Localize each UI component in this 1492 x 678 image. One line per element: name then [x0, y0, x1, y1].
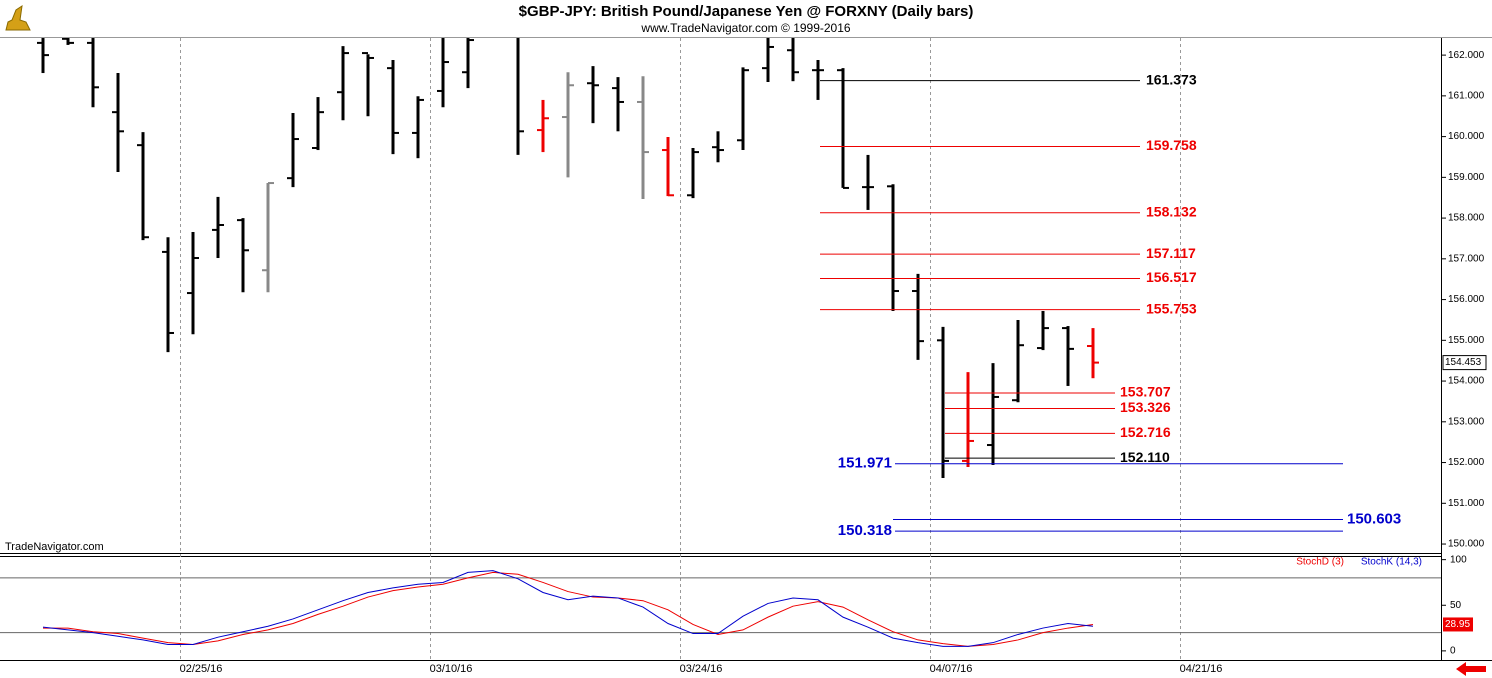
y-tick-label: 50: [1450, 600, 1462, 611]
price-plot: [37, 38, 1099, 479]
y-tick-label: 160.000: [1448, 131, 1485, 142]
y-tick-label: 159.000: [1448, 172, 1485, 183]
level-label: 158.132: [1146, 203, 1197, 219]
level-label: 152.110: [1120, 449, 1170, 465]
y-tick-label: 153.000: [1448, 416, 1485, 427]
y-tick-label: 152.000: [1448, 457, 1485, 468]
chart-title: $GBP-JPY: British Pound/Japanese Yen @ F…: [519, 3, 974, 20]
level-label: 155.753: [1146, 300, 1197, 316]
stoch-line: [43, 571, 1094, 647]
level-label: 152.716: [1120, 424, 1171, 440]
x-tick-label: 03/10/16: [430, 663, 473, 675]
value-tag-label: 28.95: [1445, 619, 1470, 630]
stoch-line: [42, 570, 1094, 647]
x-tick-label: 02/25/16: [180, 663, 223, 675]
x-tick-label: 03/24/16: [680, 663, 723, 675]
x-tick-label: 04/21/16: [1180, 663, 1223, 675]
legend-entry: StochK (14,3): [1361, 557, 1422, 568]
y-tick-label: 0: [1450, 646, 1456, 657]
level-label: 159.758: [1146, 137, 1197, 153]
level-label: 153.707: [1120, 384, 1171, 400]
y-tick-label: 156.000: [1448, 294, 1485, 305]
y-tick-label: 157.000: [1448, 253, 1485, 264]
value-tag: [1443, 617, 1473, 632]
chart-subtitle: www.TradeNavigator.com © 1999-2016: [640, 21, 850, 35]
x-tick-label: 04/07/16: [930, 663, 973, 675]
level-label: 153.326: [1120, 399, 1171, 415]
y-tick-label: 154.000: [1448, 376, 1485, 387]
scroll-arrow[interactable]: [1456, 662, 1486, 676]
level-label: 150.318: [838, 522, 892, 539]
y-tick-label: 161.000: [1448, 90, 1485, 101]
y-tick-label: 162.000: [1448, 50, 1485, 61]
y-tick-label: 151.000: [1448, 498, 1485, 509]
level-label: 161.373: [1146, 71, 1197, 87]
price-tag-label: 154.453: [1445, 357, 1482, 368]
level-label: 150.603: [1347, 510, 1401, 527]
level-label: 157.117: [1146, 245, 1196, 261]
y-tick-label: 155.000: [1448, 335, 1485, 346]
level-label: 156.517: [1146, 269, 1197, 285]
y-tick-label: 150.000: [1448, 539, 1485, 550]
level-label: 151.971: [838, 455, 892, 472]
watermark: TradeNavigator.com: [5, 541, 104, 553]
y-tick-label: 100: [1450, 554, 1467, 565]
y-tick-label: 158.000: [1448, 213, 1485, 224]
price-tag: [1442, 355, 1487, 371]
logo: [5, 4, 31, 31]
legend-entry: StochD (3): [1296, 557, 1344, 568]
